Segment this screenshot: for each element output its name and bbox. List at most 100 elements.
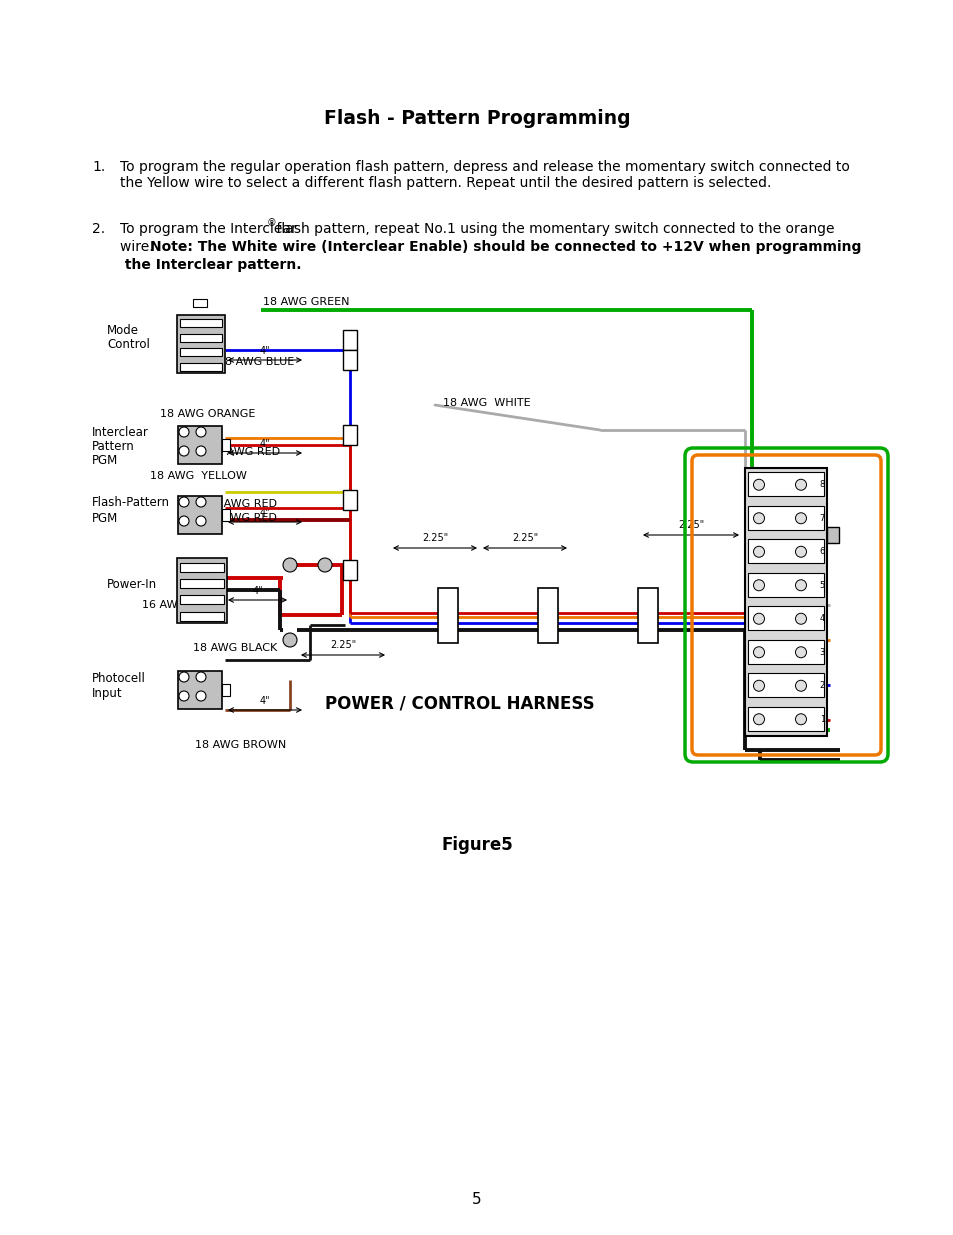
Text: To program the regular operation flash pattern, depress and release the momentar: To program the regular operation flash p… xyxy=(120,161,849,190)
Circle shape xyxy=(795,513,805,524)
Bar xyxy=(537,588,558,643)
Bar xyxy=(180,595,224,604)
Circle shape xyxy=(753,714,763,725)
Bar xyxy=(177,558,227,622)
Bar xyxy=(180,611,224,620)
Circle shape xyxy=(195,446,206,456)
Bar xyxy=(826,527,838,543)
Bar xyxy=(180,363,222,370)
Bar xyxy=(177,315,225,373)
Circle shape xyxy=(195,692,206,701)
Text: 18 AWG  WHITE: 18 AWG WHITE xyxy=(442,398,530,408)
Text: '18 AWG RED: '18 AWG RED xyxy=(206,447,280,457)
Bar xyxy=(747,673,823,698)
Text: To program the Interclear: To program the Interclear xyxy=(120,222,296,236)
Bar xyxy=(747,506,823,530)
Circle shape xyxy=(195,427,206,437)
Bar xyxy=(222,509,230,521)
Text: 18 AWG  YELLOW: 18 AWG YELLOW xyxy=(150,471,247,480)
Text: 16 AWG RED: 16 AWG RED xyxy=(206,513,276,522)
Bar xyxy=(343,350,356,370)
Circle shape xyxy=(179,672,189,682)
Bar xyxy=(638,588,658,643)
Bar xyxy=(747,706,823,731)
Text: ®: ® xyxy=(267,219,276,228)
Bar xyxy=(178,496,222,534)
Text: 3: 3 xyxy=(819,647,824,657)
Text: Flash-Pattern: Flash-Pattern xyxy=(91,495,170,509)
Circle shape xyxy=(179,516,189,526)
Circle shape xyxy=(283,634,296,647)
Bar xyxy=(343,425,356,445)
Text: 18 AWG BLUE: 18 AWG BLUE xyxy=(218,357,294,367)
Bar xyxy=(343,559,356,580)
Bar xyxy=(180,333,222,342)
Bar xyxy=(640,605,655,625)
Bar xyxy=(440,605,455,625)
Bar xyxy=(180,320,222,327)
Text: PGM: PGM xyxy=(91,454,118,468)
Bar xyxy=(178,426,222,464)
Text: Interclear: Interclear xyxy=(91,426,149,440)
Text: 2: 2 xyxy=(819,682,824,690)
Bar xyxy=(180,348,222,357)
Circle shape xyxy=(795,647,805,658)
Bar xyxy=(540,605,555,625)
Text: 18 AWG GREEN: 18 AWG GREEN xyxy=(263,296,349,308)
Text: 4": 4" xyxy=(259,697,270,706)
Text: 18 AWG BROWN: 18 AWG BROWN xyxy=(194,740,286,750)
Circle shape xyxy=(795,479,805,490)
Circle shape xyxy=(795,714,805,725)
Circle shape xyxy=(179,496,189,508)
Text: 7: 7 xyxy=(819,514,824,522)
Text: Note: The White wire (Interclear Enable) should be connected to +12V when progra: Note: The White wire (Interclear Enable)… xyxy=(150,240,861,254)
Bar xyxy=(180,579,224,588)
Text: 2.: 2. xyxy=(91,222,105,236)
Bar xyxy=(747,573,823,597)
Text: 16 AWG BLACK: 16 AWG BLACK xyxy=(142,600,226,610)
Text: PGM: PGM xyxy=(91,511,118,525)
Text: wire.: wire. xyxy=(120,240,158,254)
Circle shape xyxy=(195,496,206,508)
Bar xyxy=(193,299,207,308)
Text: Mode: Mode xyxy=(107,324,139,336)
Text: Control: Control xyxy=(107,338,150,352)
Text: Photocell: Photocell xyxy=(91,672,146,684)
Text: the Interclear pattern.: the Interclear pattern. xyxy=(120,258,301,272)
Bar xyxy=(747,606,823,631)
Bar xyxy=(744,468,826,736)
Bar xyxy=(180,563,224,572)
Circle shape xyxy=(753,479,763,490)
Text: Figure5: Figure5 xyxy=(440,836,513,853)
Circle shape xyxy=(795,680,805,692)
Bar xyxy=(222,684,230,697)
Circle shape xyxy=(753,546,763,557)
Text: Pattern: Pattern xyxy=(91,441,134,453)
Text: 18 AWG BLACK: 18 AWG BLACK xyxy=(193,643,277,653)
Text: 1: 1 xyxy=(819,715,824,724)
Circle shape xyxy=(753,614,763,624)
Text: 2.25": 2.25" xyxy=(421,534,448,543)
Circle shape xyxy=(195,516,206,526)
Bar xyxy=(222,438,230,451)
Text: 5: 5 xyxy=(819,580,824,590)
Text: Flash - Pattern Programming: Flash - Pattern Programming xyxy=(323,109,630,127)
Bar xyxy=(437,588,457,643)
Text: 4": 4" xyxy=(259,438,270,450)
Text: 6: 6 xyxy=(819,547,824,556)
Bar xyxy=(747,540,823,563)
Circle shape xyxy=(753,647,763,658)
Text: 18 AWG ORANGE: 18 AWG ORANGE xyxy=(160,409,255,419)
Text: Power-In: Power-In xyxy=(107,578,157,592)
Bar xyxy=(747,640,823,664)
Text: 2.25": 2.25" xyxy=(330,640,355,650)
Circle shape xyxy=(179,427,189,437)
Circle shape xyxy=(317,558,332,572)
Text: 4": 4" xyxy=(259,508,270,517)
Bar xyxy=(343,490,356,510)
Text: Input: Input xyxy=(91,687,123,699)
Text: 4: 4 xyxy=(819,614,824,624)
Text: 4": 4" xyxy=(259,346,270,356)
Circle shape xyxy=(195,672,206,682)
Bar xyxy=(747,472,823,496)
